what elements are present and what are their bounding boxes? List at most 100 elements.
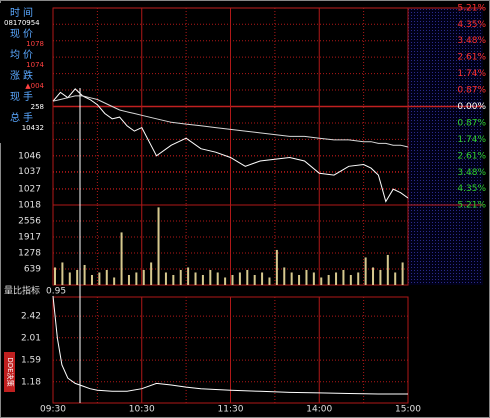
volume-bar — [327, 274, 330, 285]
x-tick-label: 10:30 — [129, 405, 155, 415]
volume-bar — [142, 269, 145, 285]
dde-tag-box — [4, 352, 15, 392]
volume-bar — [150, 262, 153, 285]
volume-bar — [179, 269, 182, 285]
volume-bar — [83, 264, 86, 285]
info-label: 涨跌 — [10, 69, 36, 82]
info-value: 1078 — [26, 40, 44, 48]
volume-bar — [275, 249, 278, 285]
x-tick-label: 11:30 — [218, 405, 244, 415]
series-line — [52, 88, 409, 203]
volume-bar — [312, 272, 315, 285]
volume-bar — [386, 254, 389, 285]
volume-bar — [349, 274, 352, 285]
info-label: 现手 — [10, 90, 36, 103]
y-tick-label: 1917 — [18, 233, 41, 243]
info-value: ▲004 — [25, 82, 44, 90]
volume-bar — [231, 274, 234, 285]
y2-tick-label: 5.21% — [457, 4, 486, 14]
x-tick-label: 14:00 — [306, 405, 332, 415]
volume-bar — [113, 277, 116, 285]
volume-bar — [105, 269, 108, 285]
y2-tick-label: 5.21% — [457, 201, 486, 211]
volume-bar — [172, 274, 175, 285]
volume-bar — [364, 257, 367, 285]
grid — [52, 7, 483, 404]
y-tick-label: 1.18 — [21, 377, 41, 387]
volume-bar — [187, 267, 190, 285]
y2-tick-label: 3.48% — [457, 36, 486, 46]
y2-tick-label: 1.74% — [457, 135, 486, 145]
volume-bar — [54, 267, 56, 285]
volume-bar — [135, 272, 138, 285]
volume-bar — [342, 269, 345, 285]
volume-bar — [76, 269, 79, 285]
y-tick-label: 1046 — [18, 151, 41, 161]
y-tick-label: 1027 — [18, 185, 41, 195]
volume-bar — [290, 272, 293, 285]
y2-tick-label: 0.87% — [457, 86, 486, 96]
y2-tick-label: 2.61% — [457, 53, 486, 63]
volume-bar — [372, 267, 375, 285]
y2-tick-label: 1.74% — [457, 69, 486, 79]
volume-bar — [298, 274, 301, 285]
volume-bar — [120, 232, 123, 285]
dde-tag: DDE决策 — [4, 352, 15, 392]
y2-tick-label: 4.35% — [457, 184, 486, 194]
info-value: 258 — [31, 103, 44, 111]
volume-bar — [335, 272, 338, 285]
volume-bar — [209, 269, 212, 285]
volume-bar — [98, 272, 101, 285]
indicator-title: 量比指标 — [4, 285, 40, 297]
y-tick-label: 2556 — [18, 217, 41, 227]
volume-bar — [194, 272, 197, 285]
volume-bar — [164, 272, 167, 285]
y-tick-label: 1018 — [18, 201, 41, 211]
y-tick-label: 639 — [24, 265, 41, 275]
y2-tick-label: 0.87% — [457, 118, 486, 128]
y2-tick-label: 0.00% — [457, 102, 486, 112]
volume-bar — [127, 274, 130, 285]
volume-bar — [357, 272, 360, 285]
labels: 1046 1037 1027 1018 5.21% 4.35% 3.48% 2.61% 1.74… — [4, 4, 486, 415]
volume-bar — [201, 274, 204, 285]
volume-bar — [224, 277, 227, 285]
info-panel — [0, 3, 52, 143]
volume-bar — [90, 274, 93, 285]
volume-bar — [68, 272, 71, 285]
info-label: 总手 — [10, 111, 36, 124]
volume-bar — [216, 272, 219, 285]
volume-bar — [253, 274, 256, 285]
indicator-value: 0.95 — [46, 287, 66, 297]
marks — [52, 88, 409, 395]
volume-bar — [305, 269, 308, 285]
info-value: 08170954 — [4, 19, 40, 27]
x-tick-label: 15:00 — [395, 405, 421, 415]
y-tick-label: 1037 — [18, 167, 41, 177]
y2-tick-label: 3.48% — [457, 168, 486, 178]
volume-bar — [238, 272, 241, 285]
y-tick-label: 1.59 — [21, 356, 41, 366]
volume-bar — [394, 272, 397, 285]
y-tick-label: 2.01 — [21, 333, 41, 343]
volume-bar — [320, 277, 323, 285]
volume-bar — [157, 207, 160, 285]
future-area — [408, 8, 483, 285]
info-value: 1074 — [26, 61, 44, 69]
volume-bar — [379, 269, 382, 285]
dde-tag-text: DDE决策 — [6, 357, 15, 386]
volume-bar — [246, 269, 249, 285]
y-tick-label: 2.42 — [21, 312, 41, 322]
series-line — [52, 295, 408, 395]
volume-bar — [261, 272, 264, 285]
info-label: 均价 — [10, 49, 36, 61]
volume-bar — [61, 262, 64, 285]
y-tick-label: 1278 — [18, 249, 41, 259]
info-value: 10432 — [22, 124, 44, 132]
volume-bar — [401, 262, 404, 285]
x-tick-label: 09:30 — [40, 405, 66, 415]
volume-bar — [283, 267, 286, 285]
